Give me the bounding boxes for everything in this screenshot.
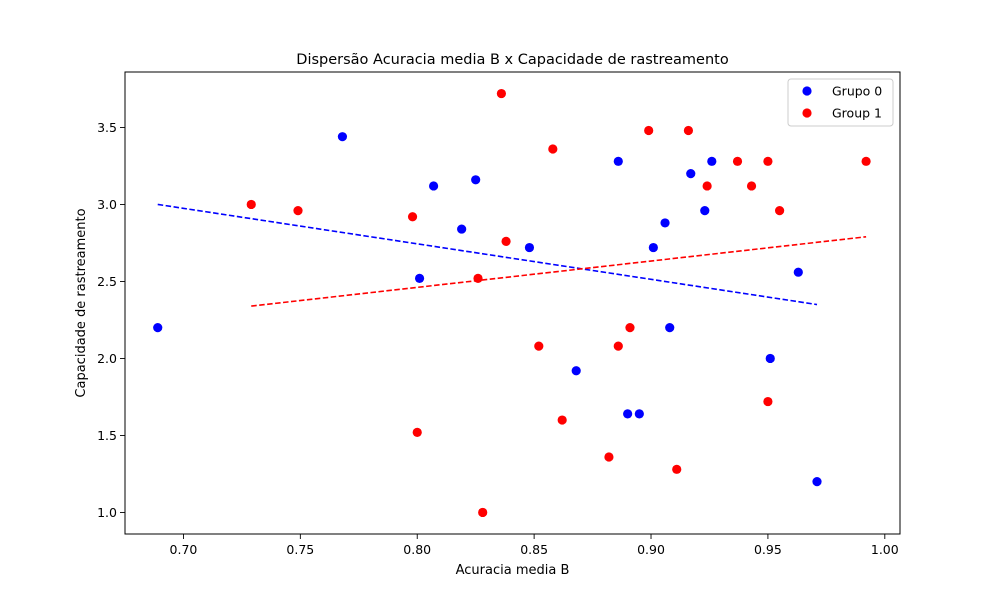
data-point (683, 125, 694, 136)
data-point (660, 218, 670, 228)
x-axis-label: Acuracia media B (456, 563, 570, 578)
data-point (644, 125, 654, 136)
data-point (471, 175, 481, 185)
legend-label: Grupo 0 (832, 84, 882, 99)
data-point (763, 396, 773, 407)
trend-line-1 (251, 235, 867, 307)
data-point (634, 409, 644, 419)
trend-line-0 (157, 203, 818, 306)
data-point (613, 341, 623, 351)
data-point (700, 206, 710, 216)
data-point (604, 452, 614, 462)
y-axis-label: Capacidade de rastreamento (74, 208, 89, 397)
data-point (534, 341, 544, 351)
data-point (548, 144, 558, 154)
data-point (775, 206, 785, 216)
y-tick-label: 3.0 (97, 197, 117, 212)
data-point (672, 464, 682, 474)
data-point (613, 156, 623, 166)
x-tick-label: 0.95 (754, 542, 782, 557)
x-tick-label: 1.00 (871, 542, 899, 557)
data-point (765, 353, 775, 364)
y-tick-label: 2.0 (97, 351, 117, 366)
series-1 (246, 88, 871, 518)
data-point (501, 236, 511, 246)
data-point (337, 132, 348, 142)
data-point (246, 199, 256, 210)
chart-legend: Grupo 0 Group 1 (787, 78, 894, 127)
axes-frame (124, 71, 901, 535)
x-tick-label: 0.75 (286, 542, 314, 557)
data-point (414, 273, 425, 283)
data-point (763, 156, 773, 166)
data-point (571, 366, 581, 376)
data-point (648, 242, 658, 253)
chart-title: Dispersão Acuracia media B x Capacidade … (296, 52, 729, 68)
data-point (496, 88, 506, 99)
data-point (478, 507, 488, 518)
x-tick-label: 0.70 (170, 542, 198, 557)
data-point (812, 477, 822, 487)
legend-box (787, 78, 894, 127)
y-tick-label: 2.5 (97, 274, 117, 289)
legend-label: Group 1 (832, 106, 882, 121)
data-point (457, 224, 467, 234)
data-point (623, 409, 633, 419)
data-point (407, 212, 418, 222)
data-point (557, 415, 567, 425)
data-point (153, 323, 163, 333)
y-tick-label: 1.0 (97, 505, 117, 520)
data-point (746, 181, 757, 191)
data-point (625, 323, 635, 333)
data-point (793, 267, 803, 277)
data-point (428, 181, 439, 191)
y-tick-label: 1.5 (97, 428, 117, 443)
data-point (861, 156, 871, 166)
data-point (686, 169, 696, 179)
data-point (524, 242, 535, 253)
data-point (702, 181, 712, 191)
plot-area: 0.70 0.75 0.80 0.85 0.90 0.95 1.00 1.0 1.5 2.0 2.5… (97, 71, 901, 557)
x-tick-label: 0.90 (637, 542, 665, 557)
legend-marker (802, 86, 812, 96)
data-point (707, 156, 717, 166)
x-tick-label: 0.80 (403, 542, 431, 557)
data-point (665, 323, 675, 333)
legend-marker (802, 108, 812, 118)
x-tick-label: 0.85 (520, 542, 548, 557)
y-tick-label: 3.5 (97, 120, 117, 135)
data-point (732, 156, 743, 166)
series-0 (153, 132, 822, 487)
data-point (293, 206, 303, 216)
data-point (412, 427, 422, 437)
